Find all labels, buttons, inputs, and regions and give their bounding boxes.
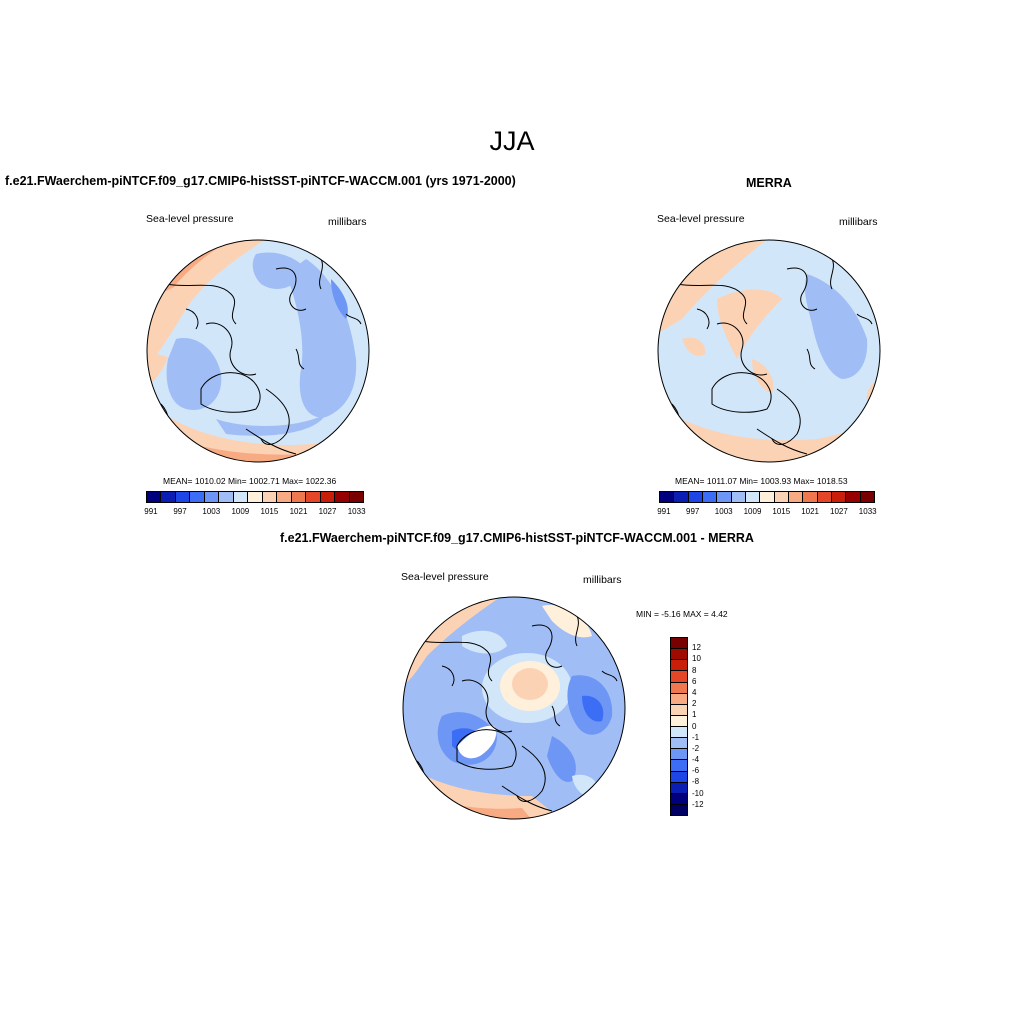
colorbar-box	[291, 492, 307, 502]
colorbar-box	[774, 492, 789, 502]
panel-1-colorbar	[146, 491, 364, 503]
panel-3-units-label: millibars	[583, 574, 622, 586]
panel-2-stats: MEAN= 1011.07 Min= 1003.93 Max= 1018.53	[675, 476, 848, 486]
colorbar-tick-label: 1027	[830, 507, 848, 516]
colorbar-tick-label: -12	[692, 799, 704, 809]
panel-2-colorbar	[659, 491, 875, 503]
colorbar-tick-label: 997	[686, 507, 700, 516]
figure-title: JJA	[489, 126, 535, 156]
colorbar-tick-label: -2	[692, 743, 700, 753]
colorbar-tick-label: -6	[692, 766, 700, 776]
panel-3-stats: MIN = -5.16 MAX = 4.42	[636, 609, 728, 619]
colorbar-box	[671, 715, 687, 727]
colorbar-tick-label: 1021	[801, 507, 819, 516]
colorbar-box	[671, 671, 687, 683]
colorbar-box	[671, 682, 687, 694]
colorbar-box	[671, 749, 687, 761]
colorbar-tick-label: 4	[692, 687, 697, 697]
colorbar-tick-label: 1003	[714, 507, 733, 516]
colorbar-tick-label: -8	[692, 777, 700, 787]
colorbar-box	[788, 492, 804, 502]
colorbar-tick-label: 1033	[347, 507, 366, 516]
colorbar-box	[688, 492, 703, 502]
colorbar-box	[671, 693, 687, 705]
colorbar-tick-label: 8	[692, 665, 697, 675]
colorbar-box	[671, 760, 687, 772]
colorbar-box	[248, 492, 263, 502]
colorbar-box	[262, 492, 278, 502]
panel-2-polar-map	[657, 239, 881, 463]
colorbar-tick-label: 6	[692, 676, 697, 686]
colorbar-box	[277, 492, 292, 502]
colorbar-tick-label: -4	[692, 755, 700, 765]
colorbar-box	[349, 492, 364, 502]
panel-1-stats: MEAN= 1010.02 Min= 1002.71 Max= 1022.36	[163, 476, 337, 486]
panel-2-units-label: millibars	[839, 216, 878, 228]
colorbar-tick-label: 0	[692, 721, 697, 731]
colorbar-box	[671, 793, 687, 805]
colorbar-box	[233, 492, 249, 502]
colorbar-box	[671, 727, 687, 739]
colorbar-box	[760, 492, 775, 502]
panel-3-title: f.e21.FWaerchem-piNTCF.f09_g17.CMIP6-his…	[280, 531, 754, 545]
panel-3-colorbar	[670, 637, 688, 816]
panel-1-title: f.e21.FWaerchem-piNTCF.f09_g17.CMIP6-his…	[5, 174, 516, 188]
panel-1-polar-map	[146, 239, 370, 463]
colorbar-box	[190, 492, 205, 502]
colorbar-box	[817, 492, 832, 502]
colorbar-box	[671, 638, 687, 650]
colorbar-box	[674, 492, 689, 502]
colorbar-box	[671, 771, 687, 783]
colorbar-box	[745, 492, 761, 502]
colorbar-box	[803, 492, 818, 502]
colorbar-tick-label: -1	[692, 732, 700, 742]
colorbar-tick-label: 1003	[202, 507, 221, 516]
colorbar-box	[219, 492, 234, 502]
colorbar-box	[671, 738, 687, 750]
colorbar-box	[671, 804, 687, 815]
colorbar-box	[204, 492, 220, 502]
panel-3-polar-map	[402, 596, 626, 820]
colorbar-tick-label: 1009	[231, 507, 250, 516]
panel-3-colorbar-ticks: 12 10 8 6 4 2 1 0 -1 -2 -4 -6 -8 -10 -12	[692, 637, 722, 816]
colorbar-tick-label: 997	[173, 507, 187, 516]
panel-1-colorbar-ticks: 991 997 1003 1009 1015 1021 1027 1033	[144, 507, 366, 519]
colorbar-tick-label: 1021	[289, 507, 308, 516]
colorbar-tick-label: 991	[657, 507, 671, 516]
colorbar-tick-label: 1015	[772, 507, 791, 516]
colorbar-tick-label: 2	[692, 699, 697, 709]
colorbar-box	[306, 492, 321, 502]
colorbar-tick-label: 10	[692, 654, 701, 664]
panel-3-variable-label: Sea-level pressure	[401, 571, 489, 583]
panel-2-title: MERRA	[746, 176, 792, 190]
panel-2-colorbar-ticks: 991 997 1003 1009 1015 1021 1027 1033	[657, 507, 877, 519]
colorbar-box	[702, 492, 718, 502]
panel-1-variable-label: Sea-level pressure	[146, 213, 234, 225]
colorbar-box	[717, 492, 732, 502]
colorbar-box	[671, 782, 687, 794]
colorbar-box	[671, 704, 687, 716]
colorbar-tick-label: 1033	[858, 507, 877, 516]
panel-2-variable-label: Sea-level pressure	[657, 213, 745, 225]
colorbar-tick-label: 1027	[318, 507, 337, 516]
colorbar-tick-label: -10	[692, 788, 704, 798]
colorbar-tick-label: 1009	[743, 507, 762, 516]
colorbar-box	[147, 492, 162, 502]
colorbar-tick-label: 1	[692, 710, 697, 720]
panel-1-units-label: millibars	[328, 216, 367, 228]
colorbar-box	[846, 492, 861, 502]
colorbar-tick-label: 12	[692, 643, 701, 653]
colorbar-box	[860, 492, 874, 502]
colorbar-box	[175, 492, 191, 502]
colorbar-box	[671, 649, 687, 661]
colorbar-box	[320, 492, 336, 502]
colorbar-tick-label: 991	[144, 507, 158, 516]
colorbar-tick-label: 1015	[260, 507, 279, 516]
colorbar-box	[731, 492, 746, 502]
colorbar-box	[335, 492, 350, 502]
colorbar-box	[671, 660, 687, 672]
colorbar-box	[161, 492, 176, 502]
colorbar-box	[831, 492, 847, 502]
colorbar-box	[660, 492, 675, 502]
